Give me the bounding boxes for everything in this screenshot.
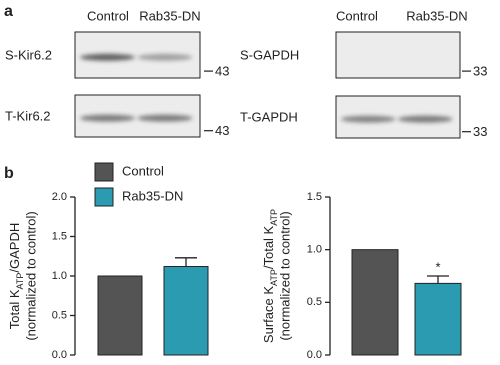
lane-header: Control [336,8,378,23]
y-tick-label: 0.5 [52,309,67,321]
y-label-part: Surface K [261,286,276,343]
blot [335,31,461,79]
lane-header: Rab35-DN [139,8,200,23]
y-tick-label: 1.0 [52,270,67,282]
blot-band [80,114,135,122]
bar [163,266,209,356]
mw-marker: 33 [473,64,487,79]
y-tick-label: 2.0 [52,191,67,203]
blot-band [137,53,193,61]
y-label-part: ATP [15,273,25,290]
y-label-part: ATP [269,269,279,286]
mw-marker: 33 [473,124,487,139]
row-label: S-Kir6.2 [5,47,52,62]
y-tick-label: 0.0 [307,349,322,361]
row-label: S-GAPDH [240,47,299,62]
panel-label: b [4,165,14,182]
blot-band [340,115,396,123]
legend-swatch [94,162,114,182]
y-axis-label: Surface KATP/Total KATP [261,209,279,343]
bar [97,275,143,356]
y-label-part: /GAPDH [7,223,22,273]
row-label: T-GAPDH [240,109,298,124]
lane-header: Control [87,8,129,23]
y-tick-label: 1.0 [307,244,322,256]
y-axis-label: (normalized to control) [277,211,292,340]
mw-marker: 43 [215,64,229,79]
panel-label: a [4,3,13,20]
row-label: T-Kir6.2 [5,108,51,123]
bar [414,282,462,356]
y-tick-label: 0.5 [307,296,322,308]
y-axis-label: Total KATP/GAPDH [7,223,25,329]
y-label-part: ATP [269,209,279,226]
y-axis-label: (normalized to control) [23,211,38,340]
legend-swatch [94,187,114,207]
mw-marker: 43 [215,123,229,138]
y-tick-label: 1.5 [52,230,67,242]
y-label-part: Total K [7,289,22,329]
y-tick-label: 0.0 [52,349,67,361]
significance: * [435,259,440,274]
y-label-part: /Total K [261,225,276,269]
y-tick-label: 1.5 [307,191,322,203]
blot-band [398,115,453,123]
legend-label: Rab35-DN [122,188,183,203]
blot-band [137,114,193,122]
legend-label: Control [122,163,164,178]
blot-band [80,53,135,61]
lane-header: Rab35-DN [406,8,467,23]
bar [351,249,399,356]
